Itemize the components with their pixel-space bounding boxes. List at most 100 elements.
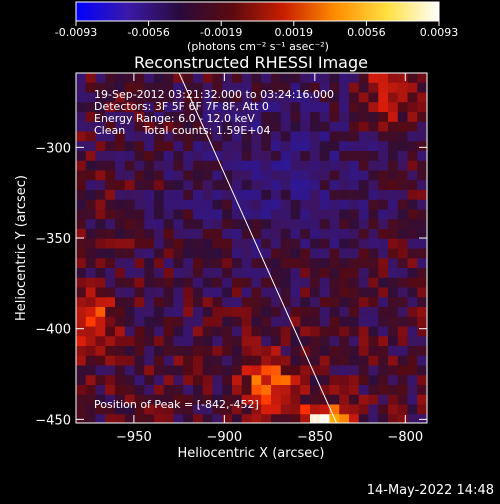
heatmap-cell — [407, 131, 418, 142]
annotation-detectors: Detectors: 3F 5F 6F 7F 8F, Att 0 — [94, 100, 269, 113]
heatmap-cell — [173, 141, 184, 152]
heatmap-cell — [193, 258, 204, 269]
heatmap-cell — [261, 190, 272, 201]
heatmap-cell — [368, 316, 379, 328]
heatmap-cell — [358, 258, 370, 269]
heatmap-cell — [378, 414, 389, 423]
heatmap-cell — [378, 190, 389, 201]
heatmap-cell — [251, 190, 262, 201]
heatmap-cell — [222, 385, 233, 396]
heatmap-cell — [417, 316, 427, 328]
heatmap-cell — [212, 102, 223, 113]
heatmap-cell — [173, 404, 184, 415]
heatmap-cell — [105, 190, 116, 201]
heatmap-cell — [407, 112, 418, 123]
heatmap-cell — [300, 404, 311, 415]
heatmap-cell — [222, 73, 233, 84]
heatmap-cell — [368, 131, 379, 142]
heatmap-cell — [222, 268, 233, 279]
heatmap-cell — [105, 355, 116, 367]
heatmap-cell — [378, 73, 389, 84]
heatmap-cell — [397, 121, 409, 133]
heatmap-cell — [378, 365, 389, 376]
heatmap-cell — [183, 112, 194, 123]
heatmap-cell — [358, 199, 370, 211]
heatmap-cell — [241, 102, 253, 113]
heatmap-cell — [173, 238, 184, 250]
heatmap-cell — [290, 375, 301, 386]
heatmap-cell — [144, 316, 155, 328]
heatmap-cell — [280, 151, 292, 162]
heatmap-cell — [407, 73, 418, 84]
heatmap-cell — [222, 258, 233, 269]
heatmap-cell — [241, 404, 253, 415]
heatmap-cell — [193, 219, 204, 230]
heatmap-cell — [154, 385, 165, 396]
heatmap-cell — [144, 229, 155, 240]
heatmap-cell — [154, 326, 165, 337]
heatmap-cell — [339, 297, 350, 308]
heatmap-cell — [407, 160, 418, 172]
heatmap-cell — [163, 219, 175, 230]
heatmap-cell — [319, 248, 331, 259]
heatmap-cell — [202, 151, 214, 162]
heatmap-cell — [261, 375, 272, 386]
heatmap-cell — [183, 355, 194, 367]
heatmap-cell — [193, 277, 204, 289]
heatmap-cell — [144, 336, 155, 347]
heatmap-cell — [339, 199, 350, 211]
heatmap-cell — [95, 190, 106, 201]
heatmap-cell — [261, 385, 272, 396]
heatmap-cell — [85, 258, 97, 269]
heatmap-cell — [154, 258, 165, 269]
heatmap-cell — [241, 121, 253, 133]
heatmap-cell — [241, 375, 253, 386]
heatmap-cell — [85, 297, 97, 308]
heatmap-cell — [115, 151, 126, 162]
heatmap-cell — [319, 326, 331, 337]
heatmap-cell — [163, 414, 175, 423]
heatmap-cell — [193, 414, 204, 423]
heatmap-cell — [358, 209, 370, 220]
heatmap-cell — [105, 151, 116, 162]
heatmap-cell — [222, 121, 233, 133]
heatmap-cell — [378, 307, 389, 318]
y-tick-label: −300 — [35, 141, 71, 156]
heatmap-cell — [388, 131, 399, 142]
heatmap-cell — [319, 238, 331, 250]
heatmap-cell — [193, 355, 204, 367]
heatmap-cell — [358, 316, 370, 328]
heatmap-cell — [212, 121, 223, 133]
heatmap-cell — [397, 316, 409, 328]
heatmap-cell — [85, 287, 97, 298]
heatmap-cell — [397, 404, 409, 415]
heatmap-cell — [290, 209, 301, 220]
heatmap-cell — [378, 92, 389, 103]
heatmap-cell — [154, 92, 165, 103]
heatmap-cell — [368, 355, 379, 367]
heatmap-cell — [154, 73, 165, 84]
heatmap-cell — [76, 170, 87, 181]
heatmap-cell — [388, 190, 399, 201]
heatmap-cell — [358, 297, 370, 308]
heatmap-cell — [212, 258, 223, 269]
heatmap-cell — [163, 82, 175, 94]
heatmap-cell — [251, 385, 262, 396]
heatmap-cell — [378, 141, 389, 152]
heatmap-cell — [388, 375, 399, 386]
heatmap-cell — [300, 170, 311, 181]
heatmap-cell — [397, 414, 409, 423]
heatmap-cell — [397, 268, 409, 279]
heatmap-cell — [144, 307, 155, 318]
heatmap-cell — [329, 287, 340, 298]
heatmap-cell — [85, 131, 97, 142]
heatmap-cell — [349, 160, 360, 172]
heatmap-cell — [76, 121, 87, 133]
heatmap-cell — [163, 336, 175, 347]
heatmap-cell — [193, 287, 204, 298]
heatmap-cell — [95, 141, 106, 152]
heatmap-cell — [95, 73, 106, 84]
heatmap-cell — [105, 131, 116, 142]
heatmap-cell — [300, 209, 311, 220]
heatmap-cell — [222, 336, 233, 347]
